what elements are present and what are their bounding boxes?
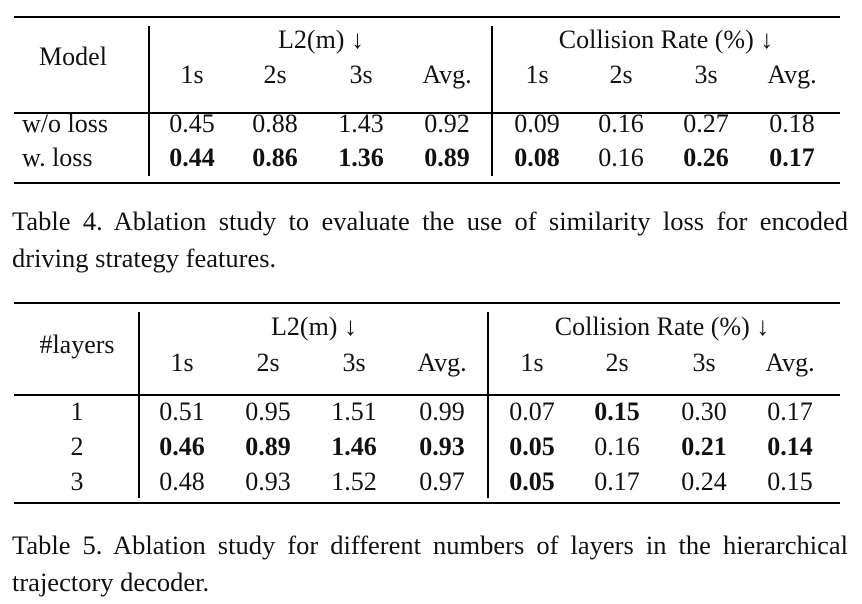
table-cell: 1.51	[331, 397, 377, 426]
header-collision-group: Collision Rate (%) ↓	[558, 25, 774, 54]
table-4: Model L2(m) ↓ Collision Rate (%) ↓ 1s 2s…	[14, 16, 840, 184]
column-divider	[487, 312, 489, 498]
column-divider	[491, 26, 493, 176]
table-cell: 0.09	[514, 109, 560, 138]
header-collision-group: Collision Rate (%) ↓	[554, 312, 770, 341]
table-cell: 0.18	[769, 109, 815, 138]
table-cell: 0.95	[245, 397, 291, 426]
table-5-caption: Table 5. Ablation study for different nu…	[12, 530, 848, 597]
table-cell: 0.88	[252, 109, 298, 138]
table-cell: 0.15	[594, 397, 640, 426]
table-cell: 0.92	[424, 109, 470, 138]
column-header: 1s	[170, 348, 194, 377]
table-cell: 0.05	[509, 432, 555, 461]
table-cell: 0.07	[509, 397, 555, 426]
table-cell: 0.14	[767, 432, 813, 461]
header-rule	[14, 394, 840, 396]
column-header: 2s	[609, 60, 633, 89]
column-header: 3s	[694, 60, 718, 89]
column-header: Avg.	[767, 60, 817, 89]
row-label: w/o loss	[22, 109, 108, 138]
table-cell: 1.43	[338, 109, 384, 138]
column-header: Avg.	[417, 348, 467, 377]
row-label: 3	[70, 467, 84, 496]
table-cell: 0.16	[598, 109, 644, 138]
column-header: Avg.	[422, 60, 472, 89]
table-cell: 0.08	[514, 143, 560, 172]
table-cell: 1.46	[331, 432, 377, 461]
table-cell: 0.44	[169, 143, 215, 172]
table-cell: 0.93	[245, 467, 291, 496]
column-header: 3s	[349, 60, 373, 89]
table-cell: 0.45	[169, 109, 215, 138]
table-cell: 0.26	[683, 143, 729, 172]
column-header: 1s	[180, 60, 204, 89]
table-cell: 0.99	[419, 397, 465, 426]
column-header: 1s	[520, 348, 544, 377]
table-cell: 0.93	[419, 432, 465, 461]
column-header: 3s	[342, 348, 366, 377]
table-cell: 0.17	[769, 143, 815, 172]
column-header: 1s	[525, 60, 549, 89]
header-l2-group: L2(m) ↓	[278, 25, 364, 54]
table-5: #layers L2(m) ↓ Collision Rate (%) ↓ 1s …	[14, 302, 840, 506]
top-rule	[14, 302, 840, 304]
table-cell: 0.21	[681, 432, 727, 461]
table-cell: 0.16	[598, 143, 644, 172]
table-cell: 0.27	[683, 109, 729, 138]
table-cell: 0.05	[509, 467, 555, 496]
column-header: Avg.	[765, 348, 815, 377]
column-divider	[138, 312, 140, 498]
column-header: 2s	[256, 348, 280, 377]
table-cell: 0.51	[159, 397, 205, 426]
table-cell: 0.17	[594, 467, 640, 496]
table-cell: 0.48	[159, 467, 205, 496]
table-cell: 0.86	[252, 143, 298, 172]
table-cell: 1.36	[338, 143, 384, 172]
table-cell: 0.46	[159, 432, 205, 461]
header-model: Model	[39, 42, 107, 71]
top-rule	[14, 16, 840, 18]
bottom-rule	[14, 502, 840, 504]
bottom-rule	[14, 182, 840, 184]
table-cell: 0.16	[594, 432, 640, 461]
table-4-caption: Table 4. Ablation study to evaluate the …	[12, 206, 848, 273]
column-header: 2s	[605, 348, 629, 377]
header-rule	[14, 112, 840, 114]
table-cell: 0.24	[681, 467, 727, 496]
table-cell: 0.97	[419, 467, 465, 496]
header-layers: #layers	[39, 330, 115, 359]
table-cell: 0.17	[767, 397, 813, 426]
table-cell: 0.15	[767, 467, 813, 496]
column-header: 3s	[692, 348, 716, 377]
header-l2-group: L2(m) ↓	[271, 312, 357, 341]
table-cell: 0.89	[245, 432, 291, 461]
row-label: w. loss	[22, 143, 93, 172]
table-cell: 1.52	[331, 467, 377, 496]
table-cell: 0.89	[424, 143, 470, 172]
column-divider	[148, 26, 150, 176]
column-header: 2s	[263, 60, 287, 89]
row-label: 1	[70, 397, 84, 426]
table-cell: 0.30	[681, 397, 727, 426]
row-label: 2	[70, 432, 84, 461]
